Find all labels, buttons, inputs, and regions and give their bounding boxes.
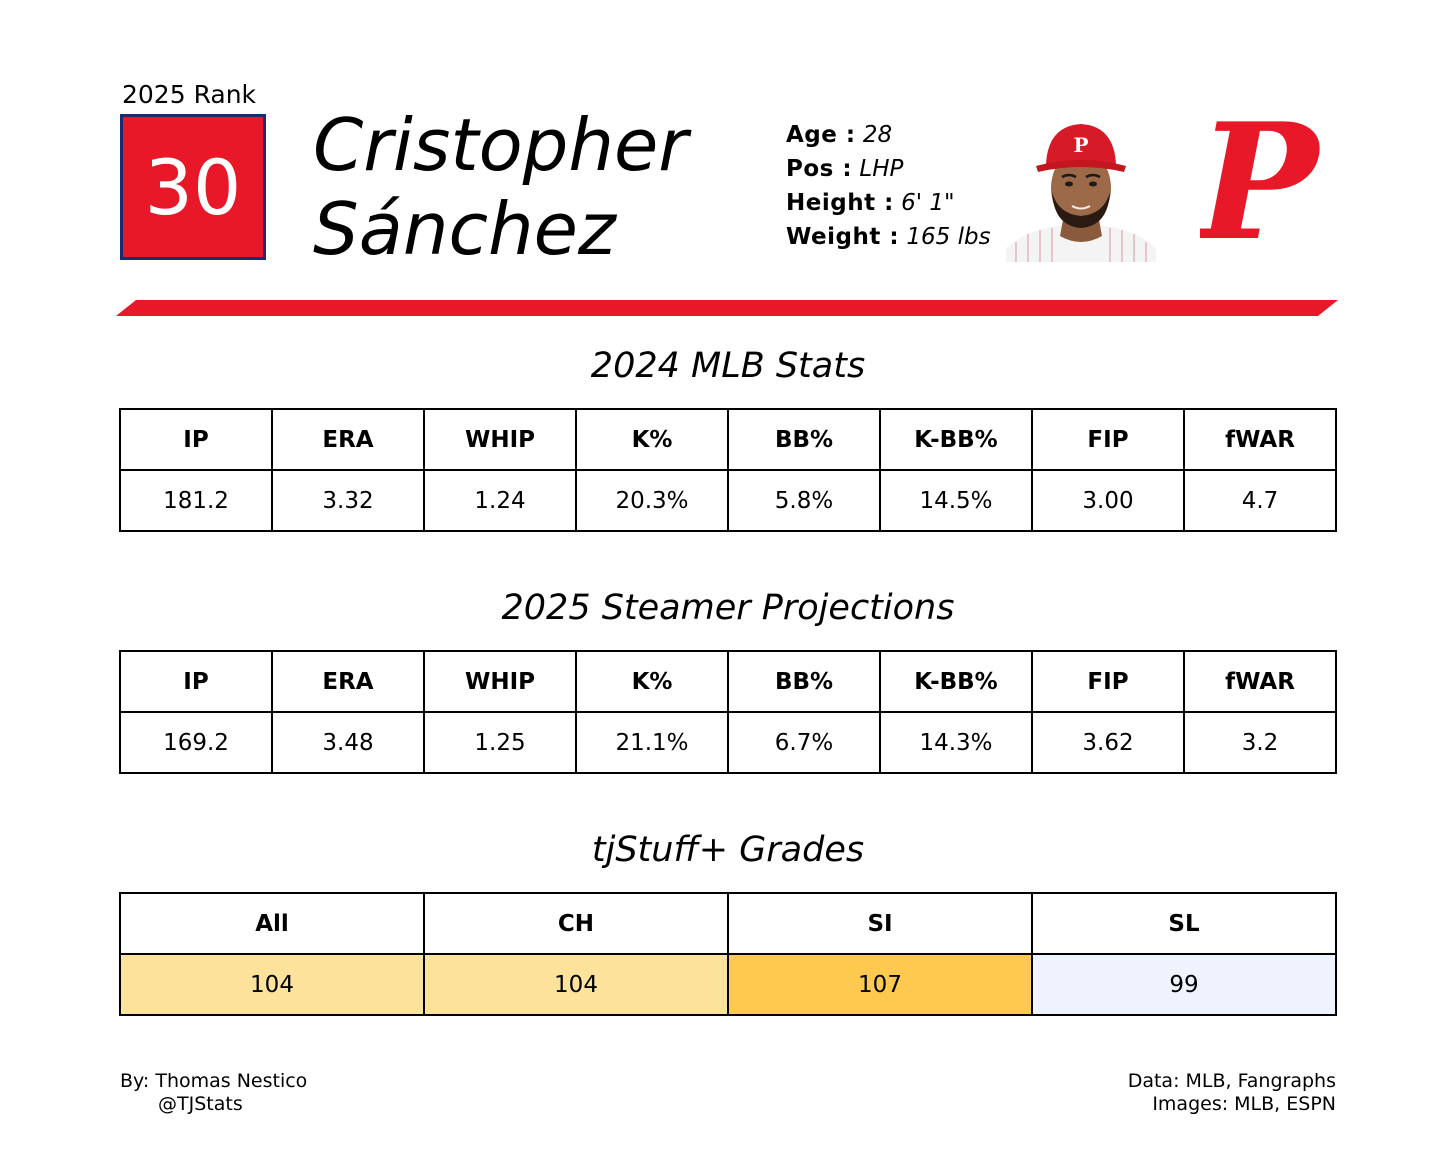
- image-credit: Images: MLB, ESPN: [1152, 1093, 1336, 1115]
- bio-key: Age :: [786, 122, 856, 148]
- header-cell: K%: [575, 408, 729, 471]
- player-first-name: Cristopher: [313, 103, 688, 187]
- grade-cell: 104: [119, 953, 425, 1016]
- footer-credits: Data: MLB, Fangraphs Images: MLB, ESPN: [1128, 1070, 1336, 1116]
- value-cell: 1.24: [423, 469, 577, 532]
- player-bio: Age : 28 Pos : LHP Height : 6' 1" Weight…: [786, 118, 991, 254]
- value-cell: 3.32: [271, 469, 425, 532]
- player-last-name: Sánchez: [313, 187, 616, 271]
- value-cell: 3.48: [271, 711, 425, 774]
- table-row: 104 104 107 99: [119, 953, 1337, 1016]
- grade-cell: 107: [727, 953, 1033, 1016]
- header-cell: FIP: [1031, 650, 1185, 713]
- value-cell: 4.7: [1183, 469, 1337, 532]
- value-cell: 5.8%: [727, 469, 881, 532]
- header-cell: K-BB%: [879, 408, 1033, 471]
- player-name: Cristopher Sánchez: [313, 103, 688, 271]
- bio-row-pos: Pos : LHP: [786, 152, 991, 186]
- bio-row-height: Height : 6' 1": [786, 186, 991, 220]
- bio-key: Pos :: [786, 156, 853, 182]
- team-logo-letter: P: [1200, 110, 1320, 260]
- header-divider: [116, 300, 1338, 316]
- header-cell: FIP: [1031, 408, 1185, 471]
- header-cell: ERA: [271, 408, 425, 471]
- value-cell: 3.00: [1031, 469, 1185, 532]
- header-cell: IP: [119, 408, 273, 471]
- author-handle: @TJStats: [158, 1093, 243, 1115]
- grade-cell: 99: [1031, 953, 1337, 1016]
- value-cell: 181.2: [119, 469, 273, 532]
- bio-row-age: Age : 28: [786, 118, 991, 152]
- value-cell: 20.3%: [575, 469, 729, 532]
- header-cell: CH: [423, 892, 729, 955]
- bio-row-weight: Weight : 165 lbs: [786, 220, 991, 254]
- bio-key: Weight :: [786, 224, 900, 250]
- header-cell: fWAR: [1183, 650, 1337, 713]
- rank-badge: 30: [120, 114, 266, 260]
- header-cell: SL: [1031, 892, 1337, 955]
- projections-title: 2025 Steamer Projections: [501, 588, 955, 628]
- author-name: By: Thomas Nestico: [120, 1070, 308, 1092]
- team-logo: P: [1200, 110, 1320, 260]
- mlb-stats-title: 2024 MLB Stats: [590, 346, 866, 386]
- header-cell: WHIP: [423, 408, 577, 471]
- grade-cell: 104: [423, 953, 729, 1016]
- footer-author: By: Thomas Nestico @TJStats: [120, 1070, 307, 1116]
- value-cell: 21.1%: [575, 711, 729, 774]
- value-cell: 6.7%: [727, 711, 881, 774]
- table-header-row: IP ERA WHIP K% BB% K-BB% FIP fWAR: [119, 650, 1337, 713]
- rank-label: 2025 Rank: [122, 80, 257, 109]
- bio-value: 165 lbs: [906, 224, 991, 250]
- value-cell: 3.62: [1031, 711, 1185, 774]
- value-cell: 3.2: [1183, 711, 1337, 774]
- value-cell: 169.2: [119, 711, 273, 774]
- header-cell: BB%: [727, 408, 881, 471]
- svg-text:P: P: [1073, 133, 1088, 157]
- header-cell: WHIP: [423, 650, 577, 713]
- value-cell: 1.25: [423, 711, 577, 774]
- player-headshot: P: [1006, 124, 1156, 262]
- data-credit: Data: MLB, Fangraphs: [1127, 1070, 1336, 1092]
- grades-title: tjStuff+ Grades: [591, 830, 865, 870]
- header-cell: ERA: [271, 650, 425, 713]
- bio-value: 6' 1": [901, 190, 955, 216]
- table-row: 181.2 3.32 1.24 20.3% 5.8% 14.5% 3.00 4.…: [119, 469, 1337, 532]
- projections-table: IP ERA WHIP K% BB% K-BB% FIP fWAR 169.2 …: [119, 650, 1337, 774]
- value-cell: 14.5%: [879, 469, 1033, 532]
- bio-key: Height :: [786, 190, 894, 216]
- bio-value: LHP: [859, 156, 904, 182]
- table-header-row: IP ERA WHIP K% BB% K-BB% FIP fWAR: [119, 408, 1337, 471]
- header-cell: SI: [727, 892, 1033, 955]
- header-cell: fWAR: [1183, 408, 1337, 471]
- rank-value: 30: [144, 142, 242, 232]
- header-cell: K%: [575, 650, 729, 713]
- value-cell: 14.3%: [879, 711, 1033, 774]
- bio-value: 28: [862, 122, 893, 148]
- table-row: 169.2 3.48 1.25 21.1% 6.7% 14.3% 3.62 3.…: [119, 711, 1337, 774]
- table-header-row: All CH SI SL: [119, 892, 1337, 955]
- header-cell: All: [119, 892, 425, 955]
- mlb-stats-table: IP ERA WHIP K% BB% K-BB% FIP fWAR 181.2 …: [119, 408, 1337, 532]
- header-cell: K-BB%: [879, 650, 1033, 713]
- grades-table: All CH SI SL 104 104 107 99: [119, 892, 1337, 1016]
- header-cell: BB%: [727, 650, 881, 713]
- header-cell: IP: [119, 650, 273, 713]
